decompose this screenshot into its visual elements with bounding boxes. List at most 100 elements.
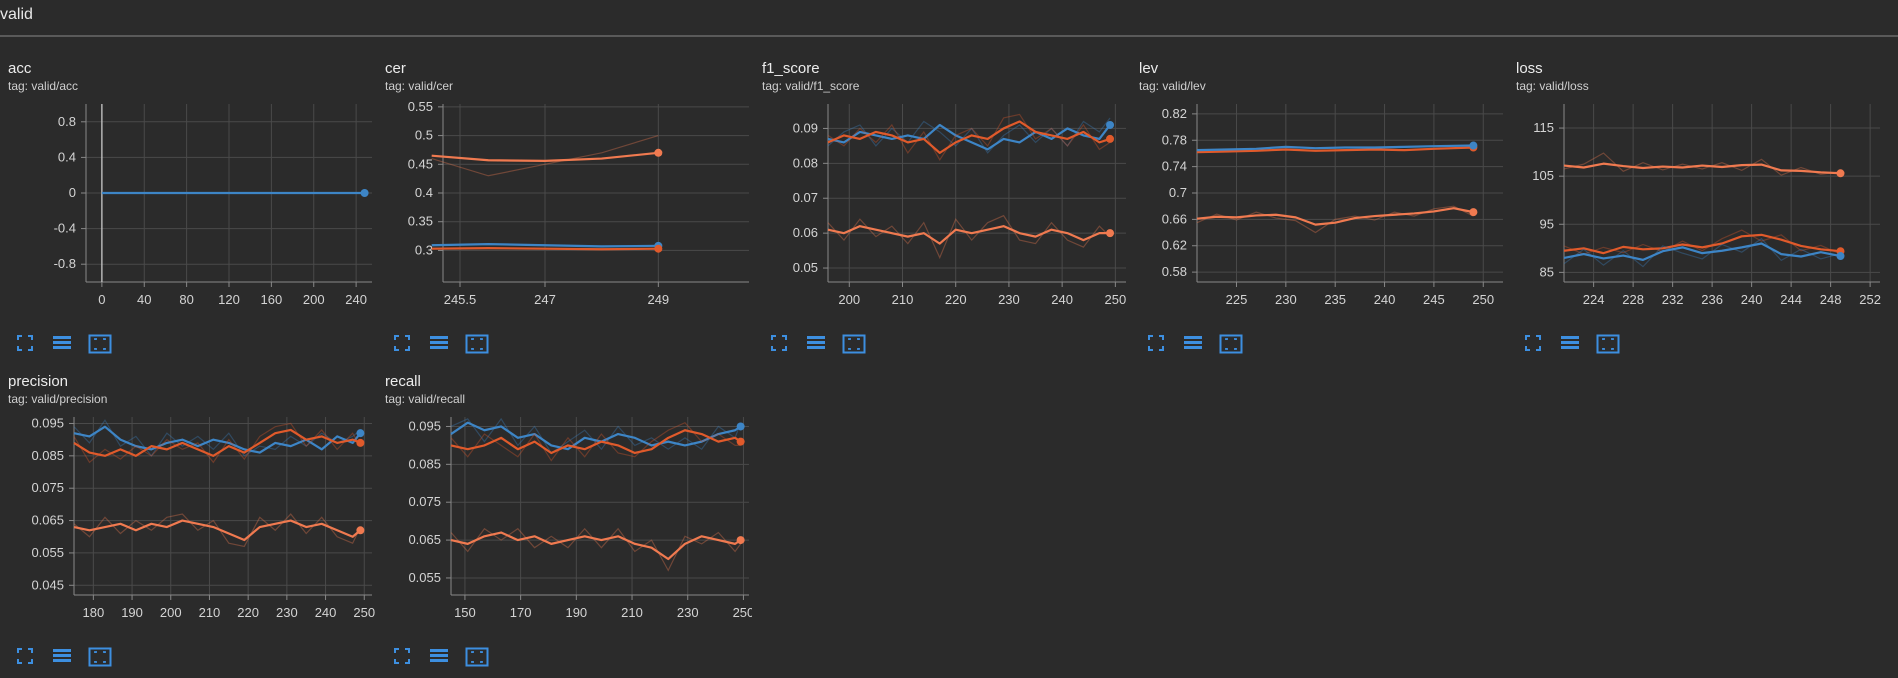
chart-plot-f1-score[interactable]: 200 210 220 230 240 250 0.05 0.06 0.07 0.08 0.09 — [754, 96, 1129, 326]
chart-plot-cer[interactable]: 245.5 247 249 0.3 0.35 0.4 0.45 0.5 0.55 — [377, 96, 752, 326]
series-end-point — [356, 429, 365, 438]
chart-tag: tag: valid/recall — [385, 392, 466, 406]
x-tick-label: 120 — [218, 292, 240, 307]
data-table-button[interactable] — [1183, 334, 1207, 356]
fit-domain-button[interactable] — [88, 334, 112, 356]
chart-title: acc — [8, 60, 32, 77]
series-line — [1196, 144, 1474, 152]
x-tick-label: 236 — [1701, 292, 1723, 307]
series-end-point — [356, 526, 365, 535]
fullscreen-icon — [16, 648, 34, 669]
data-table-icon — [1560, 336, 1580, 356]
y-tick-label: -0.4 — [54, 221, 76, 236]
fullscreen-icon — [1147, 335, 1165, 356]
y-tick-label: 0.4 — [58, 149, 76, 164]
fullscreen-button[interactable] — [1524, 334, 1548, 356]
x-tick-label: 228 — [1622, 292, 1644, 307]
fit-domain-button[interactable] — [1596, 334, 1620, 356]
x-tick-label: 245.5 — [444, 292, 477, 307]
data-table-button[interactable] — [429, 647, 453, 669]
x-tick-label: 240 — [345, 292, 367, 307]
x-tick-label: 240 — [1741, 292, 1763, 307]
x-tick-label: 200 — [160, 605, 182, 620]
data-table-button[interactable] — [429, 334, 453, 356]
y-tick-label: 0.82 — [1162, 106, 1187, 121]
chart-plot-recall[interactable]: 150 170 190 210 230 250 0.055 0.065 0.075 0.085 0.… — [377, 409, 752, 639]
chart-plot-loss[interactable]: 224 228 232 236 240 244 248 252 85 95 105 115 — [1508, 96, 1883, 326]
data-table-button[interactable] — [52, 334, 76, 356]
fullscreen-button[interactable] — [770, 334, 794, 356]
x-tick-label: 220 — [945, 292, 967, 307]
y-tick-label: 0.085 — [408, 456, 441, 471]
fullscreen-button[interactable] — [1147, 334, 1171, 356]
y-tick-label: 0.5 — [415, 128, 433, 143]
y-tick-label: 0.065 — [408, 532, 441, 547]
fullscreen-button[interactable] — [393, 334, 417, 356]
y-tick-label: 95 — [1540, 216, 1554, 231]
x-tick-label: 240 — [1051, 292, 1073, 307]
section-title: valid — [0, 6, 33, 23]
fullscreen-button[interactable] — [16, 334, 40, 356]
series-end-point — [360, 189, 369, 197]
data-table-button[interactable] — [806, 334, 830, 356]
x-tick-label: 245 — [1423, 292, 1445, 307]
chart-card-precision: precision tag: valid/precision 180 190 200… — [0, 373, 375, 673]
chart-tag: tag: valid/lev — [1139, 79, 1206, 93]
x-tick-label: 190 — [565, 605, 587, 620]
fit-domain-button[interactable] — [1219, 334, 1243, 356]
data-table-button[interactable] — [52, 647, 76, 669]
fullscreen-icon — [393, 335, 411, 356]
x-tick-label: 252 — [1859, 292, 1881, 307]
series-end-point — [1836, 252, 1845, 261]
chart-plot-precision[interactable]: 180 190 200 210 220 230 240 250 0.045 0.055 0.065 0… — [0, 409, 375, 639]
data-table-icon — [52, 336, 72, 356]
series-end-point — [1469, 208, 1478, 217]
x-tick-label: 224 — [1583, 292, 1605, 307]
y-tick-label: 0.45 — [408, 156, 433, 171]
y-tick-label: 0.075 — [408, 494, 441, 509]
x-tick-label: 190 — [121, 605, 143, 620]
series-end-point — [1469, 141, 1478, 150]
fit-domain-button[interactable] — [465, 647, 489, 669]
y-tick-label: 0.08 — [793, 155, 818, 170]
series-end-point — [1106, 134, 1115, 143]
x-tick-label: 230 — [1275, 292, 1297, 307]
series-end-point — [736, 536, 745, 545]
series-end-point — [654, 148, 663, 157]
series-end-point — [1836, 169, 1845, 178]
chart-card-lev: lev tag: valid/lev 225 230 235 240 245 250 0.5… — [1131, 60, 1506, 360]
y-tick-label: 85 — [1540, 264, 1554, 279]
fit-domain-icon — [465, 647, 489, 671]
y-tick-label: -0.8 — [54, 256, 76, 271]
y-tick-label: 0.62 — [1162, 238, 1187, 253]
chart-card-acc: acc tag: valid/acc 0 40 80 120 160 200 240 -0.8… — [0, 60, 375, 360]
fullscreen-icon — [1524, 335, 1542, 356]
x-tick-label: 200 — [303, 292, 325, 307]
chart-tag: tag: valid/cer — [385, 79, 454, 93]
series-line — [1196, 207, 1474, 226]
chart-plot-acc[interactable]: 0 40 80 120 160 200 240 -0.8 -0.4 0 0.4 0.8 — [0, 96, 375, 326]
series-line — [431, 247, 659, 251]
data-table-button[interactable] — [1560, 334, 1584, 356]
chart-plot-lev[interactable]: 225 230 235 240 245 250 0.58 0.62 0.66 0.7 0.74 0.7… — [1131, 96, 1506, 326]
series-end-point — [1106, 120, 1115, 129]
fit-domain-button[interactable] — [842, 334, 866, 356]
series-line — [431, 151, 659, 162]
fullscreen-button[interactable] — [16, 647, 40, 669]
fullscreen-button[interactable] — [393, 647, 417, 669]
x-tick-label: 230 — [276, 605, 298, 620]
series-end-point — [736, 422, 745, 431]
fit-domain-button[interactable] — [88, 647, 112, 669]
x-tick-label: 180 — [82, 605, 104, 620]
chart-tag: tag: valid/acc — [8, 79, 79, 93]
y-tick-label: 0.74 — [1162, 159, 1187, 174]
x-tick-label: 244 — [1780, 292, 1802, 307]
y-tick-label: 0.06 — [793, 225, 818, 240]
chart-tag: tag: valid/precision — [8, 392, 108, 406]
x-tick-label: 150 — [454, 605, 476, 620]
y-tick-label: 0.7 — [1169, 185, 1187, 200]
fit-domain-button[interactable] — [465, 334, 489, 356]
x-tick-label: 80 — [179, 292, 193, 307]
y-tick-label: 115 — [1533, 120, 1554, 135]
series-line — [827, 120, 1111, 154]
